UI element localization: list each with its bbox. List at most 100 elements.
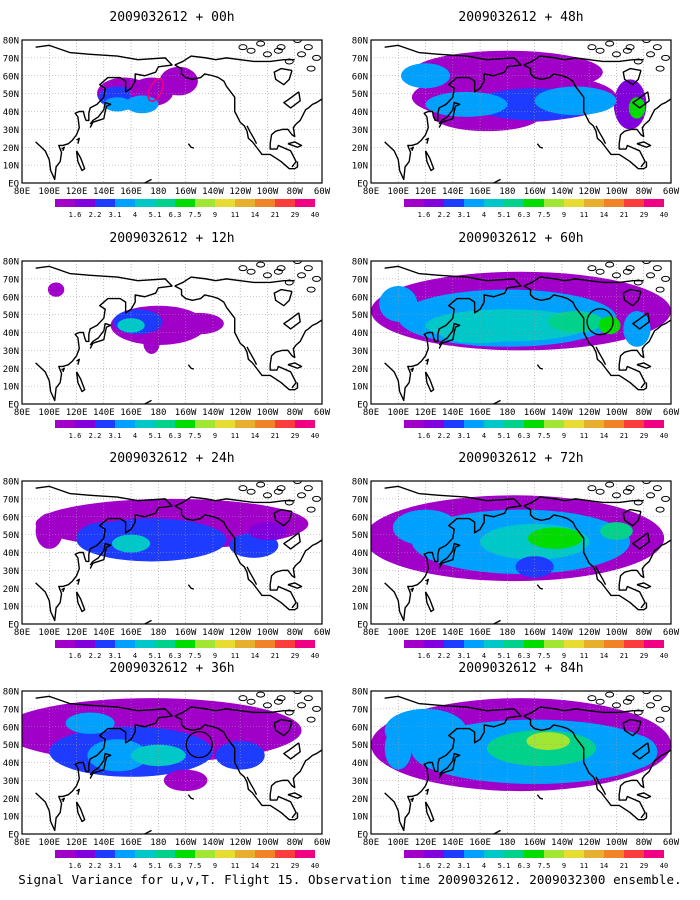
island xyxy=(303,265,313,272)
coastline xyxy=(636,582,652,589)
y-tick-label: 20N xyxy=(352,365,368,375)
colorbar-label: 11 xyxy=(231,432,239,440)
colorbar-swatch xyxy=(295,850,315,858)
coastline xyxy=(618,749,671,819)
y-tick-label: 50N xyxy=(3,741,19,751)
coastline xyxy=(595,566,607,585)
island xyxy=(238,485,248,492)
coastline xyxy=(75,591,86,613)
colorbar-label: 14 xyxy=(251,652,259,660)
coastline xyxy=(424,591,435,613)
island xyxy=(641,40,651,43)
coastline xyxy=(384,44,522,181)
island xyxy=(246,47,256,54)
colorbar-label: 1.6 xyxy=(69,862,82,870)
colorbar-label: 14 xyxy=(251,211,259,219)
colorbar-label: 6.3 xyxy=(169,862,182,870)
colorbar-label: 4 xyxy=(482,862,486,870)
x-tick-label: 80W xyxy=(287,628,304,638)
colorbar-swatch xyxy=(604,640,624,648)
x-tick-label: 160E xyxy=(120,628,142,638)
colorbar-label: 11 xyxy=(580,211,588,219)
coastline xyxy=(143,178,152,183)
variance-contour xyxy=(143,332,160,354)
colorbar-label: 40 xyxy=(311,432,319,440)
coastline xyxy=(283,312,301,330)
colorbar-swatch xyxy=(75,420,95,428)
colorbar-label: 6.3 xyxy=(169,211,182,219)
island xyxy=(273,698,283,705)
colorbar-swatch xyxy=(464,640,484,648)
coastline xyxy=(89,752,112,779)
colorbar-swatch xyxy=(55,850,75,858)
signal-field xyxy=(22,481,322,624)
colorbar-label: 4 xyxy=(482,432,486,440)
y-tick-label: 50N xyxy=(3,531,19,541)
colorbar-label: 2.2 xyxy=(438,652,451,660)
coastline xyxy=(143,399,152,404)
island xyxy=(306,286,316,293)
x-tick-label: 160W xyxy=(524,628,546,638)
colorbar-label: 1.6 xyxy=(69,432,82,440)
variance-contour xyxy=(623,311,651,347)
colorbar-label: 21 xyxy=(620,652,628,660)
coastline xyxy=(438,322,461,349)
coastline xyxy=(618,539,671,609)
island xyxy=(312,495,322,502)
y-tick-label: 50N xyxy=(352,90,368,100)
coastline xyxy=(75,801,86,823)
colorbar-label: 40 xyxy=(311,862,319,870)
x-tick-label: 120E xyxy=(66,628,88,638)
x-tick-label: 100W xyxy=(257,408,279,418)
colorbar-label: 7.5 xyxy=(538,432,551,440)
variance-contour xyxy=(548,311,603,333)
colorbar-label: 4 xyxy=(133,211,137,219)
x-tick-label: 140E xyxy=(93,838,115,848)
variance-contour xyxy=(117,318,145,333)
colorbar-swatch xyxy=(444,850,464,858)
island xyxy=(611,51,621,58)
coastline xyxy=(536,143,544,149)
colorbar-label: 40 xyxy=(311,652,319,660)
y-tick-label: 60N xyxy=(352,723,368,733)
y-tick-label: 50N xyxy=(3,311,19,321)
y-tick-label: 10N xyxy=(352,162,368,172)
colorbar-swatch xyxy=(464,199,484,207)
island xyxy=(655,716,665,723)
island xyxy=(633,499,643,506)
colorbar-swatch xyxy=(524,850,544,858)
coastline xyxy=(35,485,173,622)
colorbar-label: 1.6 xyxy=(418,432,431,440)
island xyxy=(625,485,635,492)
colorbar-swatch xyxy=(504,420,524,428)
island xyxy=(646,702,656,709)
x-tick-label: 60W xyxy=(314,408,331,418)
coastline xyxy=(246,125,258,144)
colorbar-swatch xyxy=(295,199,315,207)
y-tick-label: EQ xyxy=(8,831,19,841)
colorbar-label: 3.1 xyxy=(458,652,471,660)
colorbar-swatch xyxy=(464,420,484,428)
variance-contour xyxy=(163,769,208,792)
colorbar-label: 11 xyxy=(231,862,239,870)
colorbar-swatch xyxy=(195,850,215,858)
colorbar-swatch xyxy=(584,199,604,207)
coastline xyxy=(425,137,429,144)
colorbar-swatch xyxy=(544,199,564,207)
x-tick-label: 100E xyxy=(387,628,409,638)
colorbar-swatch xyxy=(215,640,235,648)
coastline xyxy=(187,794,195,800)
x-tick-label: 60W xyxy=(663,187,680,197)
y-tick-label: 30N xyxy=(3,777,19,787)
x-tick-label: 80W xyxy=(636,187,653,197)
island xyxy=(297,492,307,499)
colorbar-label: 11 xyxy=(231,652,239,660)
coastline xyxy=(595,346,607,365)
colorbar-swatch xyxy=(155,420,175,428)
colorbar-label: 40 xyxy=(660,211,668,219)
variance-contour xyxy=(35,513,63,549)
island xyxy=(661,275,671,282)
x-tick-label: 100W xyxy=(606,628,628,638)
colorbar-label: 14 xyxy=(251,862,259,870)
variance-contour xyxy=(112,534,151,553)
